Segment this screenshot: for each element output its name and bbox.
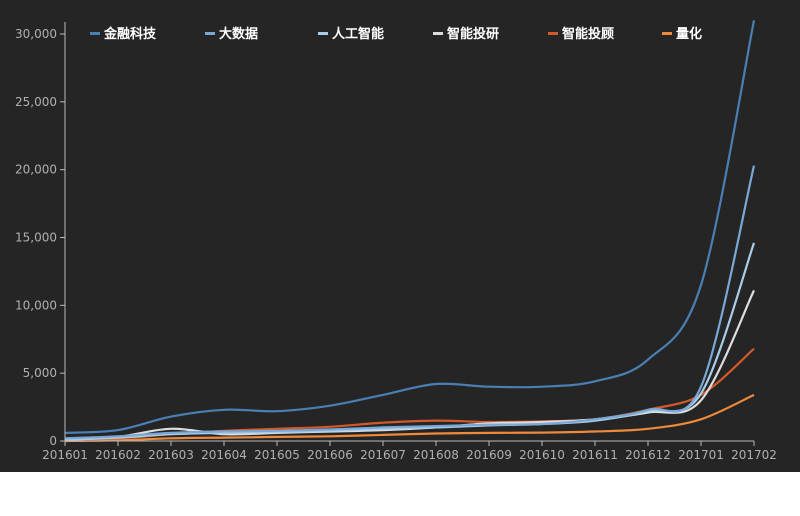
x-tick-label: 201603 bbox=[148, 448, 194, 462]
legend-label: 智能投顾 bbox=[562, 26, 614, 42]
y-tick-label: 10,000 bbox=[15, 298, 57, 312]
x-tick-label: 201701 bbox=[678, 448, 724, 462]
x-tick-label: 201612 bbox=[625, 448, 671, 462]
x-tick-label: 201608 bbox=[413, 448, 459, 462]
legend-swatch bbox=[318, 32, 328, 35]
x-tick-label: 201611 bbox=[572, 448, 618, 462]
legend-item-4[interactable]: 智能投顾 bbox=[548, 26, 614, 42]
legend-label: 大数据 bbox=[219, 26, 258, 42]
x-tick-label: 201604 bbox=[201, 448, 247, 462]
legend-item-1[interactable]: 大数据 bbox=[205, 26, 258, 42]
legend-swatch bbox=[433, 32, 443, 35]
y-tick-label: 15,000 bbox=[15, 231, 57, 245]
line-chart: 金融科技 大数据 人工智能 智能投研 智能投顾 量化 0 5,000 10,000 15,000… bbox=[15, 20, 777, 462]
x-tick-label: 201602 bbox=[95, 448, 141, 462]
y-tick-label: 5,000 bbox=[23, 366, 57, 380]
y-tick-label: 0 bbox=[49, 434, 57, 448]
y-tick-label: 30,000 bbox=[15, 27, 57, 41]
x-tick-label: 201609 bbox=[466, 448, 512, 462]
legend-item-0[interactable]: 金融科技 bbox=[90, 26, 157, 42]
x-axis: 201601 201602 201603 201604 201605 201606 2016… bbox=[42, 440, 777, 462]
y-axis: 0 5,000 10,000 15,000 20,000 25,000 30,000 bbox=[15, 22, 66, 448]
series-line-5 bbox=[64, 393, 755, 443]
x-tick-label: 201702 bbox=[731, 448, 777, 462]
x-tick-label: 201606 bbox=[307, 448, 353, 462]
y-tick-label: 25,000 bbox=[15, 95, 57, 109]
x-tick-label: 201610 bbox=[519, 448, 565, 462]
legend-label: 智能投研 bbox=[447, 26, 499, 42]
plot-area bbox=[64, 20, 756, 443]
legend-item-2[interactable]: 人工智能 bbox=[318, 26, 384, 42]
x-tick-label: 201605 bbox=[254, 448, 300, 462]
y-tick-label: 20,000 bbox=[15, 163, 57, 177]
x-tick-label: 201607 bbox=[360, 448, 406, 462]
x-tick-label: 201601 bbox=[42, 448, 88, 462]
chart-panel: 金融科技 大数据 人工智能 智能投研 智能投顾 量化 0 5,000 10,000 15,000… bbox=[0, 0, 800, 472]
legend-item-5[interactable]: 量化 bbox=[662, 26, 702, 42]
legend-label: 量化 bbox=[676, 26, 702, 42]
legend-swatch bbox=[548, 32, 558, 35]
legend-label: 人工智能 bbox=[332, 26, 384, 42]
legend-swatch bbox=[205, 32, 215, 35]
legend: 金融科技 大数据 人工智能 智能投研 智能投顾 量化 bbox=[90, 26, 702, 42]
legend-swatch bbox=[662, 32, 672, 35]
series-line-0 bbox=[64, 20, 756, 434]
series-line-1 bbox=[64, 165, 756, 440]
legend-label: 金融科技 bbox=[103, 26, 157, 42]
legend-item-3[interactable]: 智能投研 bbox=[433, 26, 499, 42]
legend-swatch bbox=[90, 32, 100, 35]
